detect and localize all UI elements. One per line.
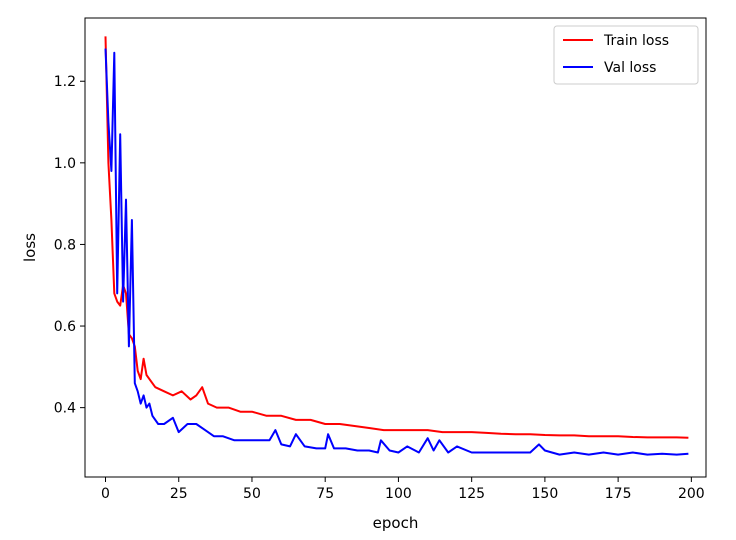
- x-axis-label: epoch: [373, 514, 419, 532]
- y-tick-label: 0.6: [54, 319, 76, 335]
- x-tick-label: 25: [170, 486, 188, 502]
- legend-label-train: Train loss: [603, 33, 669, 49]
- x-tick-label: 200: [678, 486, 705, 502]
- y-tick-label: 1.2: [54, 74, 76, 90]
- x-tick-label: 0: [101, 486, 110, 502]
- y-tick-label: 1.0: [54, 156, 76, 172]
- plot-frame: [84, 17, 707, 478]
- x-tick-label: 75: [316, 486, 334, 502]
- x-tick-label: 175: [605, 486, 632, 502]
- y-tick-label: 0.8: [54, 237, 76, 253]
- series-line-val-loss: [104, 48, 689, 456]
- x-tick-label: 50: [243, 486, 261, 502]
- x-tick-label: 125: [458, 486, 485, 502]
- x-tick-label: 150: [532, 486, 559, 502]
- legend-label-val: Val loss: [604, 60, 656, 76]
- y-tick-label: 0.4: [54, 401, 76, 417]
- x-tick-label: 100: [385, 486, 412, 502]
- y-axis-label: loss: [21, 233, 39, 262]
- legend: Train loss Val loss: [553, 25, 699, 85]
